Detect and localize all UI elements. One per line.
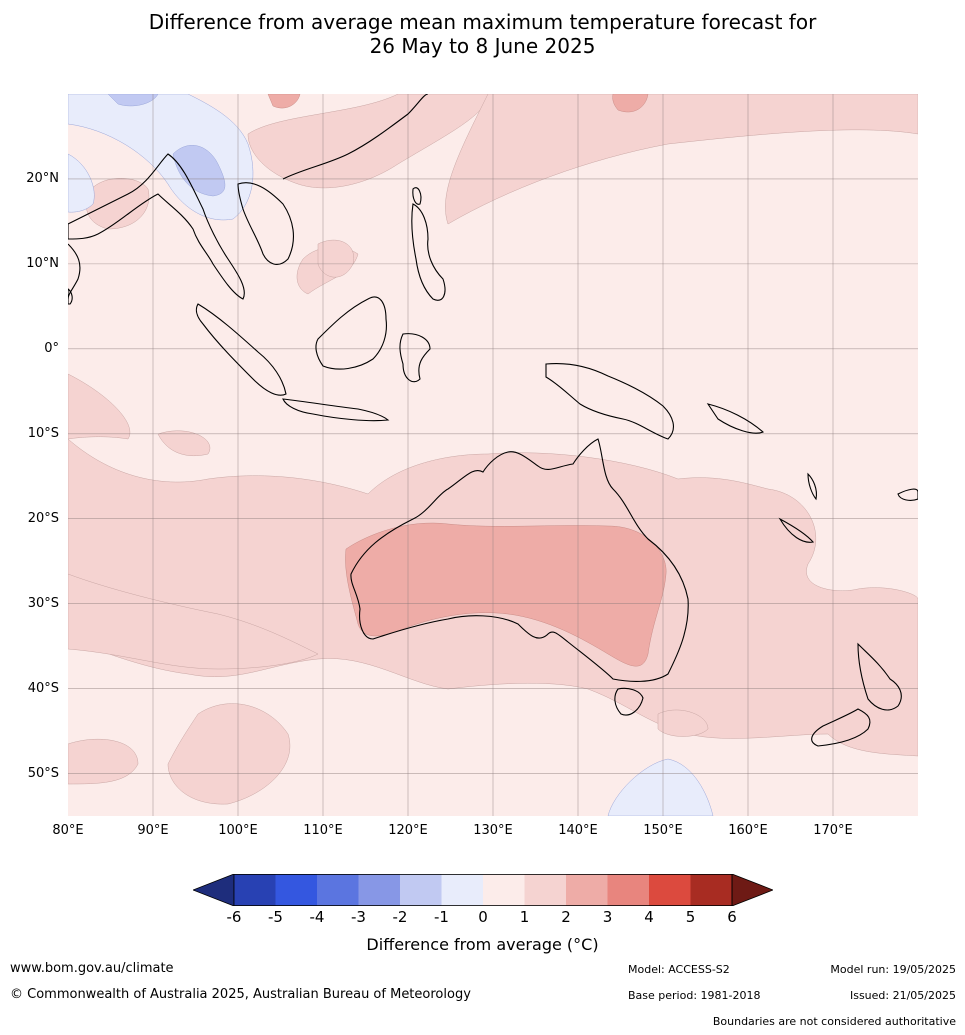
map-graticule [68,94,918,816]
lon-label-110e: 110°E [303,823,343,838]
vanuatu-coastline [807,472,817,501]
lat-label-0: 0° [44,341,59,356]
new-zealand-south-coastline [811,708,871,747]
coastlines [68,94,918,747]
colorbar-bin [234,874,276,906]
base-period: Base period: 1981-2018 [628,989,761,1002]
colorbar-extend-low [193,874,235,906]
colorbar-tick-label: 5 [685,908,696,926]
taiwan-coastline [412,187,422,205]
colorbar-bin [275,874,318,906]
colorbar-bin [483,874,525,906]
colorbar-bin [400,874,442,906]
colorbar-tick-label: 3 [602,908,613,926]
anomaly-zones-negative [68,94,714,816]
colorbar-bin [524,874,567,906]
colorbar-tick-label: -2 [392,908,408,926]
colorbar-border [233,874,733,906]
lat-label-40s: 40°S [27,681,59,696]
indochina-coastline [237,182,294,265]
forecast-map [68,94,918,816]
lon-label-130e: 130°E [473,823,513,838]
australia-coastline [350,438,689,682]
mainland-asia-coastline [68,153,245,300]
issued-date: Issued: 21/05/2025 [849,989,956,1002]
colorbar-bin [441,874,484,906]
colorbar-bin [607,874,650,906]
india-coastline [68,243,81,300]
model-name: Model: ACCESS-S2 [628,963,730,976]
java-coastline [282,398,390,422]
colorbar-tick-label: 6 [727,908,737,926]
colorbar [193,874,773,906]
lon-label-90e: 90°E [137,823,169,838]
colorbar-bin [358,874,401,906]
colorbar-label: Difference from average (°C) [366,935,599,954]
lat-label-20n: 20°N [26,171,59,186]
new-guinea-coastline [545,363,674,440]
colorbar-tick-label: -1 [434,908,449,926]
lon-label-150e: 150°E [643,823,683,838]
lat-label-20s: 20°S [27,511,59,526]
colorbar-extend-high [731,874,773,906]
lat-label-10n: 10°N [26,256,59,271]
borneo-coastline [315,296,387,370]
boundaries-disclaimer: Boundaries are not considered authoritat… [712,1015,956,1028]
map-title: Difference from average mean maximum tem… [0,10,965,58]
colorbar-tick-label: -3 [351,908,366,926]
colorbar-tick-label: 0 [478,908,488,926]
colorbar-tick-label: -6 [226,908,242,926]
colorbar-tick-label: 2 [561,908,571,926]
map-canvas [68,94,918,816]
lon-label-80e: 80°E [52,823,84,838]
tasmania-coastline [614,687,644,716]
lon-label-140e: 140°E [558,823,598,838]
lon-label-100e: 100°E [218,823,258,838]
fiji-coastline [897,488,918,501]
lon-label-160e: 160°E [728,823,768,838]
sulawesi-coastline [399,333,431,383]
philippines-coastline [411,203,446,301]
lat-label-50s: 50°S [27,766,59,781]
colorbar-tick-label: -5 [268,908,283,926]
lat-label-30s: 30°S [27,596,59,611]
website-link[interactable]: www.bom.gov.au/climate [10,961,174,976]
sri-lanka-coastline [68,288,73,305]
lat-label-10s: 10°S [27,426,59,441]
colorbar-bin [649,874,691,906]
colorbar-bin [566,874,608,906]
new-zealand-north-coastline [857,642,902,711]
sumatra-coastline [195,303,287,396]
colorbar-bin [317,874,359,906]
colorbar-tick-label: 1 [519,908,530,926]
title-line-1: Difference from average mean maximum tem… [148,10,817,34]
lon-label-120e: 120°E [388,823,428,838]
colorbar-bin [690,874,733,906]
solomon-islands-coastline [706,403,765,434]
anomaly-zone-2-3 [267,94,667,667]
lon-label-170e: 170°E [813,823,853,838]
title-line-2: 26 May to 8 June 2025 [369,34,596,58]
model-run-date: Model run: 19/05/2025 [830,963,956,976]
colorbar-tick-label: 4 [644,908,654,926]
copyright-text: © Commonwealth of Australia 2025, Austra… [10,987,471,1002]
colorbar-tick-label: -4 [309,908,325,926]
china-coastline [282,94,429,180]
new-caledonia-coastline [778,517,815,543]
